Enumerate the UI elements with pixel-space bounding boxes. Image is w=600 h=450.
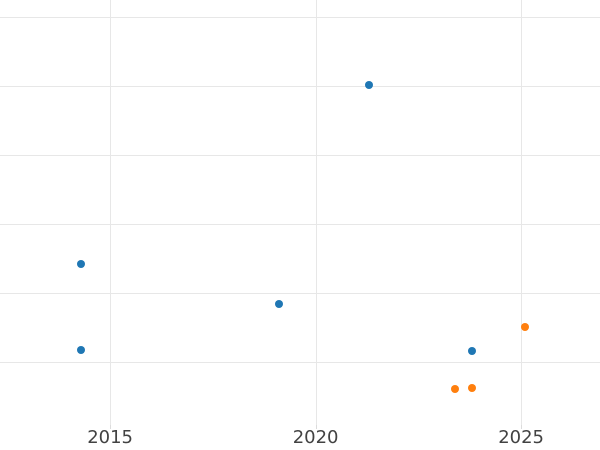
horizontal-gridline [0,293,600,294]
data-point-series-blue [274,300,283,308]
vertical-gridline [110,0,112,425]
data-point-series-blue [77,260,86,268]
vertical-gridline [315,0,317,425]
plot-area [0,0,600,425]
horizontal-gridline [0,17,600,18]
x-tick-mark [521,425,523,429]
data-point-series-blue [467,347,476,355]
data-point-series-blue [365,81,373,90]
x-tick-mark [315,425,317,429]
data-point-series-orange [467,383,476,392]
data-point-series-orange [451,384,460,393]
horizontal-gridline [0,86,600,87]
data-point-series-orange [521,322,530,331]
x-tick-label: 2020 [292,427,339,448]
x-tick-label: 2015 [87,427,133,448]
vertical-gridline [521,0,523,425]
x-tick-mark [110,425,112,429]
x-tick-label: 2025 [498,427,544,448]
horizontal-gridline [0,224,600,225]
horizontal-gridline [0,155,600,156]
data-point-series-blue [77,345,86,354]
horizontal-gridline [0,362,600,363]
